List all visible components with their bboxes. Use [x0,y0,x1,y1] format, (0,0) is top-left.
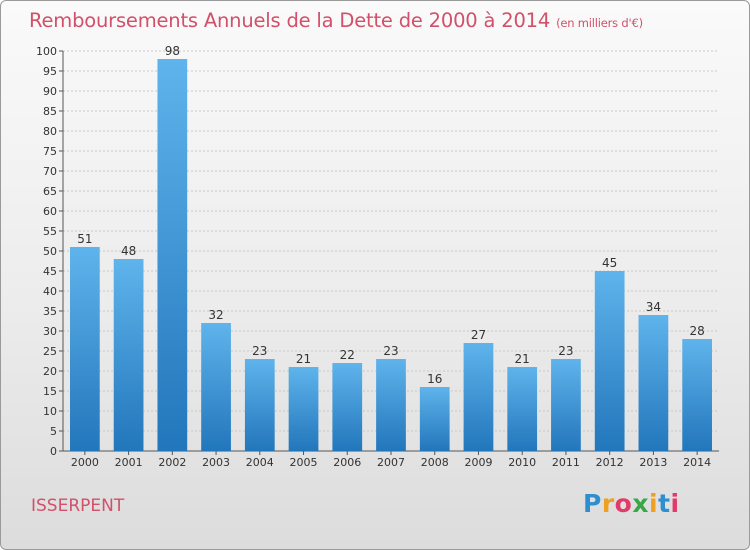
logo-letter: x [632,489,649,518]
x-tick-label: 2013 [639,456,667,469]
bar-2014 [682,339,713,451]
x-tick-label: 2007 [377,456,405,469]
y-tick-label: 25 [43,345,57,358]
bar-2005 [288,367,319,451]
commune-name: ISSERPENT [31,496,125,516]
data-label: 28 [689,324,704,338]
y-tick-label: 10 [43,405,57,418]
logo-letter: t [658,489,671,518]
y-tick-label: 95 [43,65,57,78]
data-label: 21 [296,352,311,366]
x-tick-label: 2012 [596,456,624,469]
title-unit: (en milliers d'€) [556,16,643,30]
y-tick-label: 30 [43,325,57,338]
data-label: 23 [252,344,267,358]
y-tick-label: 50 [43,245,57,258]
y-tick-label: 85 [43,105,57,118]
label-layer: 2000 51 2001 48 2002 98 2003 32 2004 23 2005 21 2006… [71,44,711,469]
y-tick-label: 70 [43,165,57,178]
x-tick-label: 2005 [290,456,318,469]
data-label: 16 [427,372,442,386]
bar-2010 [507,367,538,451]
y-tick-label: 55 [43,225,57,238]
y-tick-label: 100 [36,45,57,58]
proxiti-logo: Proxiti [583,489,680,518]
data-label: 34 [646,300,661,314]
x-tick-label: 2008 [421,456,449,469]
x-tick-label: 2004 [246,456,274,469]
data-label: 27 [471,328,486,342]
x-tick-label: 2002 [158,456,186,469]
y-tick-label: 20 [43,365,57,378]
bar-2012 [594,271,625,451]
title-text: Remboursements Annuels de la Dette de 20… [29,9,551,32]
bar-2009 [463,343,494,451]
data-label: 23 [558,344,573,358]
x-tick-label: 2010 [508,456,536,469]
logo-letter: o [614,489,633,518]
data-label: 45 [602,256,617,270]
bar-2001 [113,259,144,451]
bar-2008 [419,387,450,451]
x-tick-label: 2001 [115,456,143,469]
x-tick-label: 2000 [71,456,99,469]
chart-title: Remboursements Annuels de la Dette de 20… [29,9,643,32]
bar-2003 [201,323,231,451]
x-tick-label: 2006 [333,456,361,469]
x-tick-label: 2009 [464,456,492,469]
data-label: 98 [165,44,180,58]
y-tick-label: 45 [43,265,57,278]
y-tick-label: 40 [43,285,57,298]
bar-2002 [157,59,188,451]
y-tick-label: 90 [43,85,57,98]
data-label: 32 [208,308,223,322]
bar-2004 [244,359,275,451]
y-tick-label: 65 [43,185,57,198]
y-tick-label: 35 [43,305,57,318]
data-label: 48 [121,244,136,258]
y-tick-label: 80 [43,125,57,138]
x-tick-label: 2003 [202,456,230,469]
y-tick-label: 5 [50,425,57,438]
y-tick-label: 75 [43,145,57,158]
y-tick-label: 60 [43,205,57,218]
x-tick-label: 2011 [552,456,580,469]
bar-2013 [638,315,669,451]
bar-2006 [332,363,363,451]
data-label: 51 [77,232,92,246]
x-tick-label: 2014 [683,456,711,469]
logo-letter: i [649,489,659,518]
bar-2007 [376,359,406,451]
y-tick-label: 0 [50,445,57,458]
logo-letter: r [601,489,615,518]
data-label: 21 [515,352,530,366]
bar-2000 [69,247,100,451]
logo-letter: P [583,489,602,518]
logo-letter: i [670,489,680,518]
data-label: 23 [383,344,398,358]
data-label: 22 [340,348,355,362]
bar-2011 [551,359,581,451]
bar-layer [69,59,713,451]
y-tick-label: 15 [43,385,57,398]
